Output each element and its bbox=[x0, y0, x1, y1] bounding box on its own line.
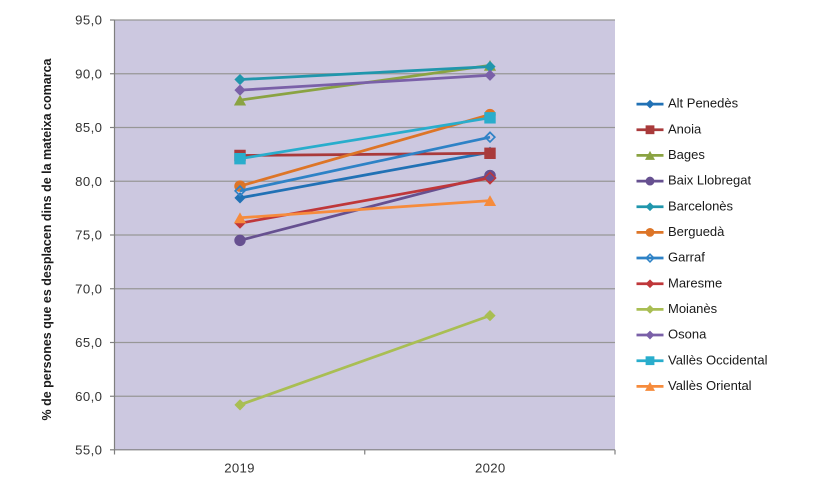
svg-text:Baix Llobregat: Baix Llobregat bbox=[668, 173, 751, 188]
svg-text:65,0: 65,0 bbox=[75, 335, 102, 350]
svg-text:70,0: 70,0 bbox=[75, 281, 102, 296]
svg-text:Vallès Oriental: Vallès Oriental bbox=[668, 378, 752, 393]
svg-text:80,0: 80,0 bbox=[75, 174, 102, 189]
svg-text:Alt Penedès: Alt Penedès bbox=[668, 96, 739, 111]
svg-text:95,0: 95,0 bbox=[75, 13, 102, 28]
svg-text:Osona: Osona bbox=[668, 327, 707, 342]
svg-text:Anoia: Anoia bbox=[668, 121, 702, 136]
svg-text:60,0: 60,0 bbox=[75, 389, 102, 404]
svg-text:Bages: Bages bbox=[668, 147, 705, 162]
svg-text:2020: 2020 bbox=[475, 461, 506, 476]
svg-text:90,0: 90,0 bbox=[75, 66, 102, 81]
svg-text:Vallès Occidental: Vallès Occidental bbox=[668, 352, 768, 367]
svg-text:Maresme: Maresme bbox=[668, 275, 722, 290]
svg-text:55,0: 55,0 bbox=[75, 443, 102, 458]
svg-text:Garraf: Garraf bbox=[668, 250, 705, 265]
svg-text:75,0: 75,0 bbox=[75, 228, 102, 243]
svg-text:Barcelonès: Barcelonès bbox=[668, 198, 734, 213]
svg-text:2019: 2019 bbox=[224, 461, 255, 476]
svg-text:Berguedà: Berguedà bbox=[668, 224, 725, 239]
svg-text:85,0: 85,0 bbox=[75, 120, 102, 135]
svg-text:% de persones que es desplacen: % de persones que es desplacen dins de l… bbox=[40, 57, 54, 420]
svg-text:Moianès: Moianès bbox=[668, 301, 718, 316]
